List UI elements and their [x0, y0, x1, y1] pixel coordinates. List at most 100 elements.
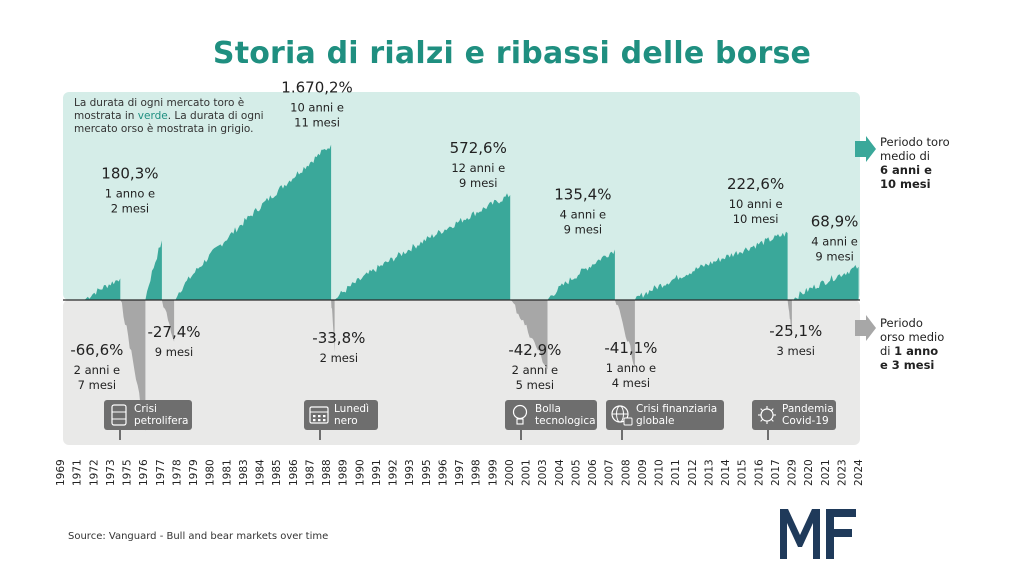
event-label: Lunedì [334, 403, 369, 415]
bull-duration-label: 9 mesi [564, 222, 602, 236]
bull-duration-label: 1 anno e [105, 186, 155, 200]
x-tick-label: 1972 [88, 459, 100, 486]
bear-return-label: -27,4% [147, 323, 200, 341]
bull-average-note: medio di [880, 149, 930, 163]
x-tick-label: 1988 [321, 459, 333, 486]
bull-return-label: 68,9% [811, 213, 859, 231]
x-tick-label: 1990 [354, 459, 366, 486]
x-tick-label: 1993 [404, 459, 416, 486]
x-tick-label: 1985 [271, 459, 283, 486]
x-tick-label: 1992 [388, 459, 400, 486]
x-tick-label: 2016 [753, 459, 765, 486]
x-tick-label: 2013 [703, 459, 715, 486]
bull-area-10 [634, 231, 788, 300]
bear-average-note: e 3 mesi [880, 358, 934, 372]
bear-duration-label: 3 mesi [777, 344, 815, 358]
x-tick-label: 1991 [371, 459, 383, 486]
event-label: petrolifera [134, 415, 189, 427]
bear-average-note: orso medio [880, 330, 944, 344]
bull-area-8 [547, 249, 615, 300]
bear-duration-label: 4 mesi [612, 376, 650, 390]
x-tick-label: 2009 [637, 459, 649, 486]
bear-return-label: -41,1% [604, 339, 657, 357]
bear-area-5 [331, 300, 335, 353]
bull-area-4 [174, 144, 332, 300]
chart-marks [84, 144, 859, 432]
bull-duration-label: 9 mesi [815, 250, 853, 264]
x-tick-label: 2012 [687, 459, 699, 486]
x-tick-label: 1998 [471, 459, 483, 486]
x-tick-label: 1975 [122, 459, 134, 486]
x-tick-label: 2011 [670, 459, 682, 486]
bull-return-label: 1.670,2% [281, 79, 353, 97]
x-tick-label: 2006 [587, 459, 599, 486]
bull-return-label: 572,6% [450, 139, 507, 157]
x-tick-label: 1969 [55, 459, 67, 486]
x-tick-label: 1978 [171, 459, 183, 486]
bear-return-label: -66,6% [70, 341, 123, 359]
event-label: Pandemia [782, 403, 834, 415]
bear-duration-label: 2 mesi [320, 351, 358, 365]
x-tick-label: 1980 [205, 459, 217, 486]
x-tick-label: 2004 [554, 459, 566, 486]
bull-duration-label: 4 anni e [560, 207, 607, 221]
x-tick-label: 1976 [138, 459, 150, 486]
x-tick-label: 1987 [304, 459, 316, 486]
x-tick-label: 2007 [604, 459, 616, 486]
bull-duration-label: 4 anni e [811, 235, 858, 249]
bear-duration-label: 5 mesi [516, 378, 554, 392]
x-tick-label: 2017 [770, 459, 782, 486]
bear-average-note: Periodo [880, 316, 923, 330]
x-tick-label: 1971 [72, 459, 84, 486]
x-tick-label: 1979 [188, 459, 200, 486]
bear-return-label: -33,8% [312, 329, 365, 347]
bull-duration-label: 9 mesi [459, 176, 497, 190]
x-tick-label: 2010 [654, 459, 666, 486]
bull-duration-label: 10 anni e [729, 197, 783, 211]
x-tick-label: 2008 [620, 459, 632, 486]
globe-coin-icon [611, 405, 633, 426]
lightbulb-icon [512, 404, 528, 425]
x-tick-label: 1989 [338, 459, 350, 486]
bull-average-note: 6 anni e [880, 163, 932, 177]
x-tick-label: 2001 [521, 459, 533, 486]
event-label: Covid-19 [782, 415, 829, 427]
x-tick-label: 2029 [787, 459, 799, 486]
event-label: tecnologica [535, 415, 596, 427]
x-tick-label: 2014 [720, 459, 732, 486]
bear-area-3 [161, 300, 175, 342]
calendar-icon [309, 406, 329, 424]
x-tick-label: 1981 [221, 459, 233, 486]
bull-duration-label: 2 mesi [111, 201, 149, 215]
bull-return-label: 222,6% [727, 175, 784, 193]
mf-logo [780, 509, 856, 559]
bear-duration-label: 1 anno e [606, 361, 656, 375]
x-tick-label: 1997 [454, 459, 466, 486]
bear-return-label: -25,1% [769, 322, 822, 340]
x-tick-label: 1977 [155, 459, 167, 486]
bull-area-12 [791, 265, 859, 300]
event-label: globale [636, 415, 674, 427]
event-label: Crisi [134, 403, 157, 415]
bear-area-1 [120, 300, 146, 432]
x-tick-label: 2000 [504, 459, 516, 486]
x-tick-label: 1986 [288, 459, 300, 486]
x-tick-label: 1983 [238, 459, 250, 486]
bull-area-0 [84, 278, 121, 300]
bear-return-label: -42,9% [508, 341, 561, 359]
intro-note-line: mercato orso è mostrata in grigio. [74, 123, 253, 135]
bull-return-label: 135,4% [554, 185, 611, 203]
bull-duration-label: 10 mesi [733, 212, 779, 226]
x-tick-label: 2020 [803, 459, 815, 486]
virus-icon [758, 406, 776, 424]
bear-area-9 [614, 300, 635, 366]
bear-area-7 [510, 300, 548, 370]
x-tick-label: 2015 [737, 459, 749, 486]
